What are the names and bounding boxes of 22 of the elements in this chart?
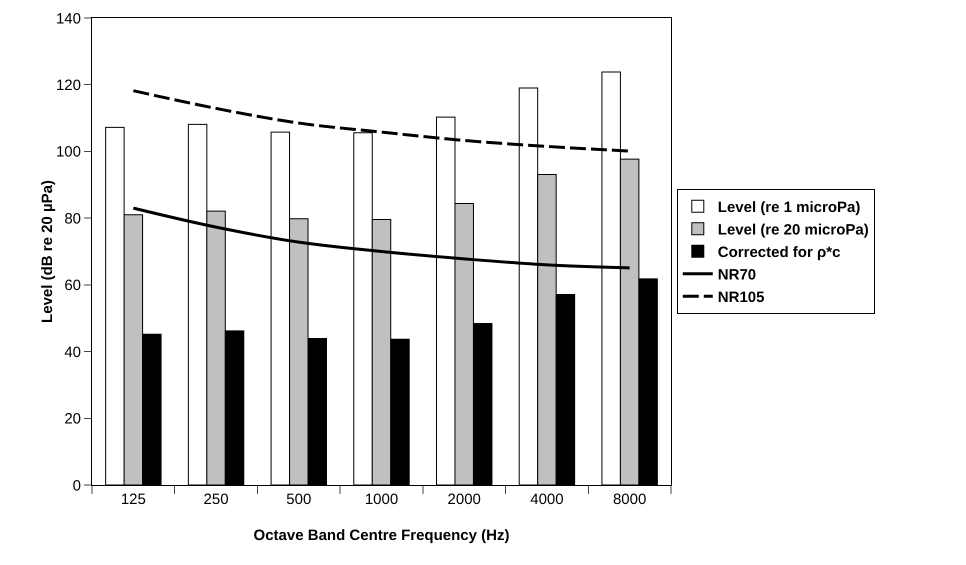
- y-tick-label: 120: [56, 76, 81, 94]
- y-axis-title: Level (dB re 20 µPa): [39, 180, 56, 323]
- x-tick-label: 4000: [530, 491, 564, 508]
- x-tick-label: 250: [204, 491, 229, 508]
- legend-label: Corrected for ρ*c: [718, 244, 840, 262]
- x-tick-label: 125: [120, 491, 146, 508]
- x-tick-label: 8000: [612, 491, 646, 508]
- legend-label: NR105: [718, 289, 764, 306]
- x-tick-label: 1000: [364, 491, 398, 508]
- legend-label: NR70: [718, 266, 756, 284]
- y-tick-label: 80: [64, 210, 81, 228]
- y-tick-label: 0: [72, 477, 81, 494]
- y-tick-label: 40: [64, 344, 81, 361]
- y-tick-label: 60: [64, 277, 81, 294]
- y-tick-label: 20: [64, 410, 81, 428]
- x-axis-title: Octave Band Centre Frequency (Hz): [254, 527, 510, 544]
- legend-label: Level (re 20 microPa): [718, 222, 869, 239]
- x-tick-label: 2000: [448, 491, 481, 508]
- y-tick-label: 100: [56, 144, 81, 161]
- y-tick-label: 140: [56, 10, 81, 28]
- legend-label: Level (re 1 microPa): [718, 199, 860, 216]
- x-tick-label: 500: [286, 491, 312, 508]
